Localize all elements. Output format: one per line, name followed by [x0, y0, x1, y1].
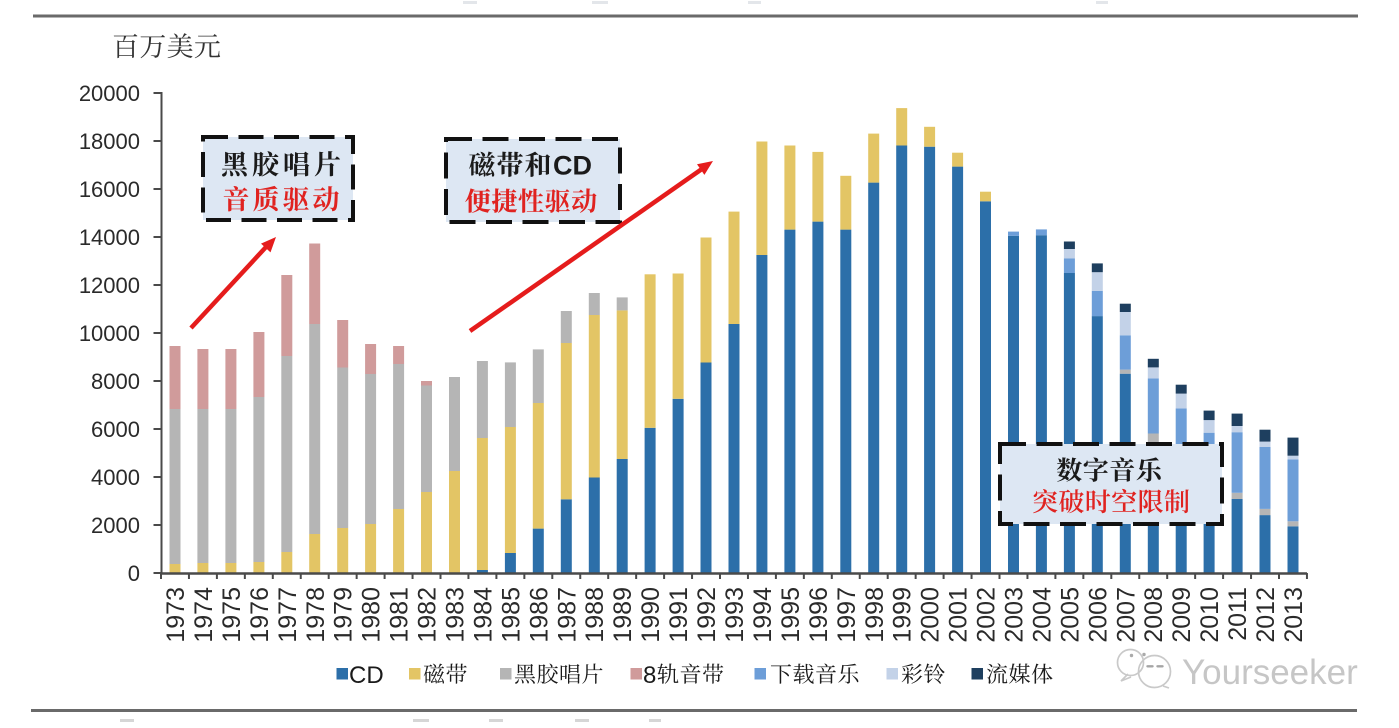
svg-text:1978: 1978 — [302, 587, 330, 643]
svg-text:0: 0 — [128, 561, 140, 586]
svg-text:1991: 1991 — [665, 587, 693, 643]
svg-text:1985: 1985 — [497, 587, 525, 643]
svg-text:2008: 2008 — [1140, 587, 1168, 643]
svg-text:12000: 12000 — [79, 273, 140, 298]
svg-text:2006: 2006 — [1084, 587, 1112, 643]
svg-text:Yourseeker: Yourseeker — [1182, 653, 1358, 692]
svg-text:1996: 1996 — [805, 587, 833, 643]
svg-text:CD: CD — [349, 662, 384, 689]
svg-text:2004: 2004 — [1028, 587, 1056, 643]
svg-text:2001: 2001 — [945, 587, 973, 643]
svg-text:1990: 1990 — [637, 587, 665, 643]
svg-text:2002: 2002 — [973, 587, 1001, 643]
svg-text:1986: 1986 — [525, 587, 553, 643]
svg-text:1997: 1997 — [833, 587, 861, 643]
svg-text:1993: 1993 — [721, 587, 749, 643]
svg-text:4000: 4000 — [91, 465, 140, 490]
svg-text:2007: 2007 — [1112, 587, 1140, 643]
svg-text:16000: 16000 — [79, 177, 140, 202]
svg-text:2005: 2005 — [1056, 587, 1084, 643]
svg-text:8: 8 — [643, 662, 656, 689]
svg-text:18000: 18000 — [79, 129, 140, 154]
svg-text:2010: 2010 — [1196, 587, 1224, 643]
svg-text:1980: 1980 — [358, 587, 386, 643]
svg-text:2000: 2000 — [91, 513, 140, 538]
svg-text:10000: 10000 — [79, 321, 140, 346]
svg-text:1994: 1994 — [749, 587, 777, 643]
svg-text:1992: 1992 — [693, 587, 721, 643]
svg-text:1998: 1998 — [861, 587, 889, 643]
svg-text:1982: 1982 — [414, 587, 442, 643]
svg-text:14000: 14000 — [79, 225, 140, 250]
svg-text:1981: 1981 — [386, 587, 414, 643]
svg-text:2012: 2012 — [1252, 587, 1280, 643]
svg-text:1974: 1974 — [190, 587, 218, 643]
svg-text:1988: 1988 — [581, 587, 609, 643]
svg-text:1973: 1973 — [162, 587, 190, 643]
svg-text:1976: 1976 — [246, 587, 274, 643]
svg-text:2011: 2011 — [1224, 587, 1252, 641]
svg-text:1979: 1979 — [330, 587, 358, 643]
svg-text:2009: 2009 — [1168, 587, 1196, 643]
svg-text:2013: 2013 — [1280, 587, 1308, 643]
svg-text:1987: 1987 — [553, 587, 581, 643]
svg-text:1983: 1983 — [442, 587, 470, 643]
svg-text:1984: 1984 — [469, 587, 497, 643]
svg-text:1999: 1999 — [889, 587, 917, 643]
svg-text:2003: 2003 — [1001, 587, 1029, 643]
svg-text:20000: 20000 — [79, 81, 140, 106]
svg-text:1977: 1977 — [274, 587, 302, 643]
svg-text:6000: 6000 — [91, 417, 140, 442]
svg-text:1989: 1989 — [609, 587, 637, 643]
svg-text:1975: 1975 — [218, 587, 246, 643]
svg-text:CD: CD — [553, 151, 592, 181]
svg-text:1995: 1995 — [777, 587, 805, 643]
svg-text:8000: 8000 — [91, 369, 140, 394]
svg-text:2000: 2000 — [917, 587, 945, 643]
